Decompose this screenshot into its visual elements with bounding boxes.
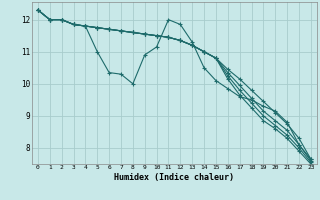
X-axis label: Humidex (Indice chaleur): Humidex (Indice chaleur) [115, 173, 234, 182]
